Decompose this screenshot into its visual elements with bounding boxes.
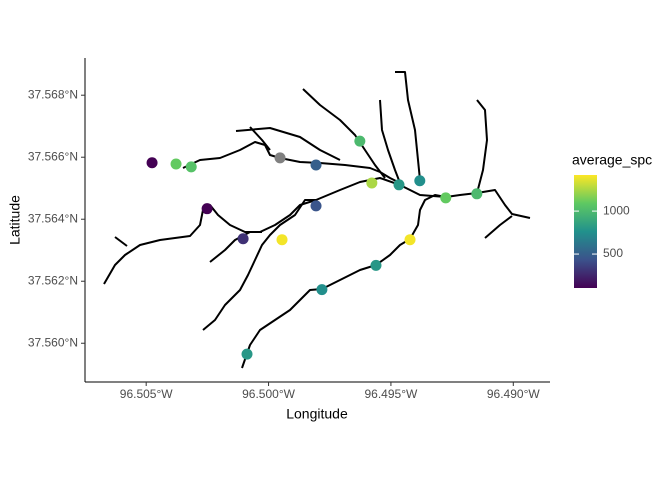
- point: [404, 234, 416, 246]
- point: [274, 152, 286, 164]
- x-axis-title: Longitude: [286, 406, 348, 422]
- point: [310, 200, 322, 212]
- x-tick-label: 96.505°W: [120, 387, 174, 401]
- y-tick-label: 37.566°N: [28, 149, 78, 163]
- point: [440, 192, 452, 204]
- point: [354, 135, 366, 147]
- point: [366, 177, 378, 189]
- x-tick-label: 96.490°W: [487, 387, 541, 401]
- point: [170, 158, 182, 170]
- point: [370, 259, 382, 271]
- point: [316, 284, 328, 296]
- point: [241, 348, 253, 360]
- point: [393, 179, 405, 191]
- point: [185, 161, 197, 173]
- y-axis-title: Latitude: [7, 195, 23, 245]
- point: [414, 175, 426, 187]
- point: [471, 188, 483, 200]
- x-tick-label: 96.500°W: [242, 387, 296, 401]
- x-tick-label: 96.495°W: [365, 387, 419, 401]
- streams: [103, 71, 531, 369]
- y-tick-label: 37.568°N: [28, 87, 78, 101]
- colorbar-tick-label: 500: [603, 246, 623, 260]
- colorbar-tick-label: 1000: [603, 203, 630, 217]
- colorbar-title: average_spc: [572, 152, 652, 168]
- point: [201, 203, 213, 215]
- point: [237, 233, 249, 245]
- point: [276, 234, 288, 246]
- point: [146, 157, 158, 169]
- y-tick-label: 37.560°N: [28, 335, 78, 349]
- colorbar: [574, 175, 597, 288]
- y-tick-label: 37.562°N: [28, 273, 78, 287]
- y-tick-label: 37.564°N: [28, 211, 78, 225]
- point: [310, 159, 322, 171]
